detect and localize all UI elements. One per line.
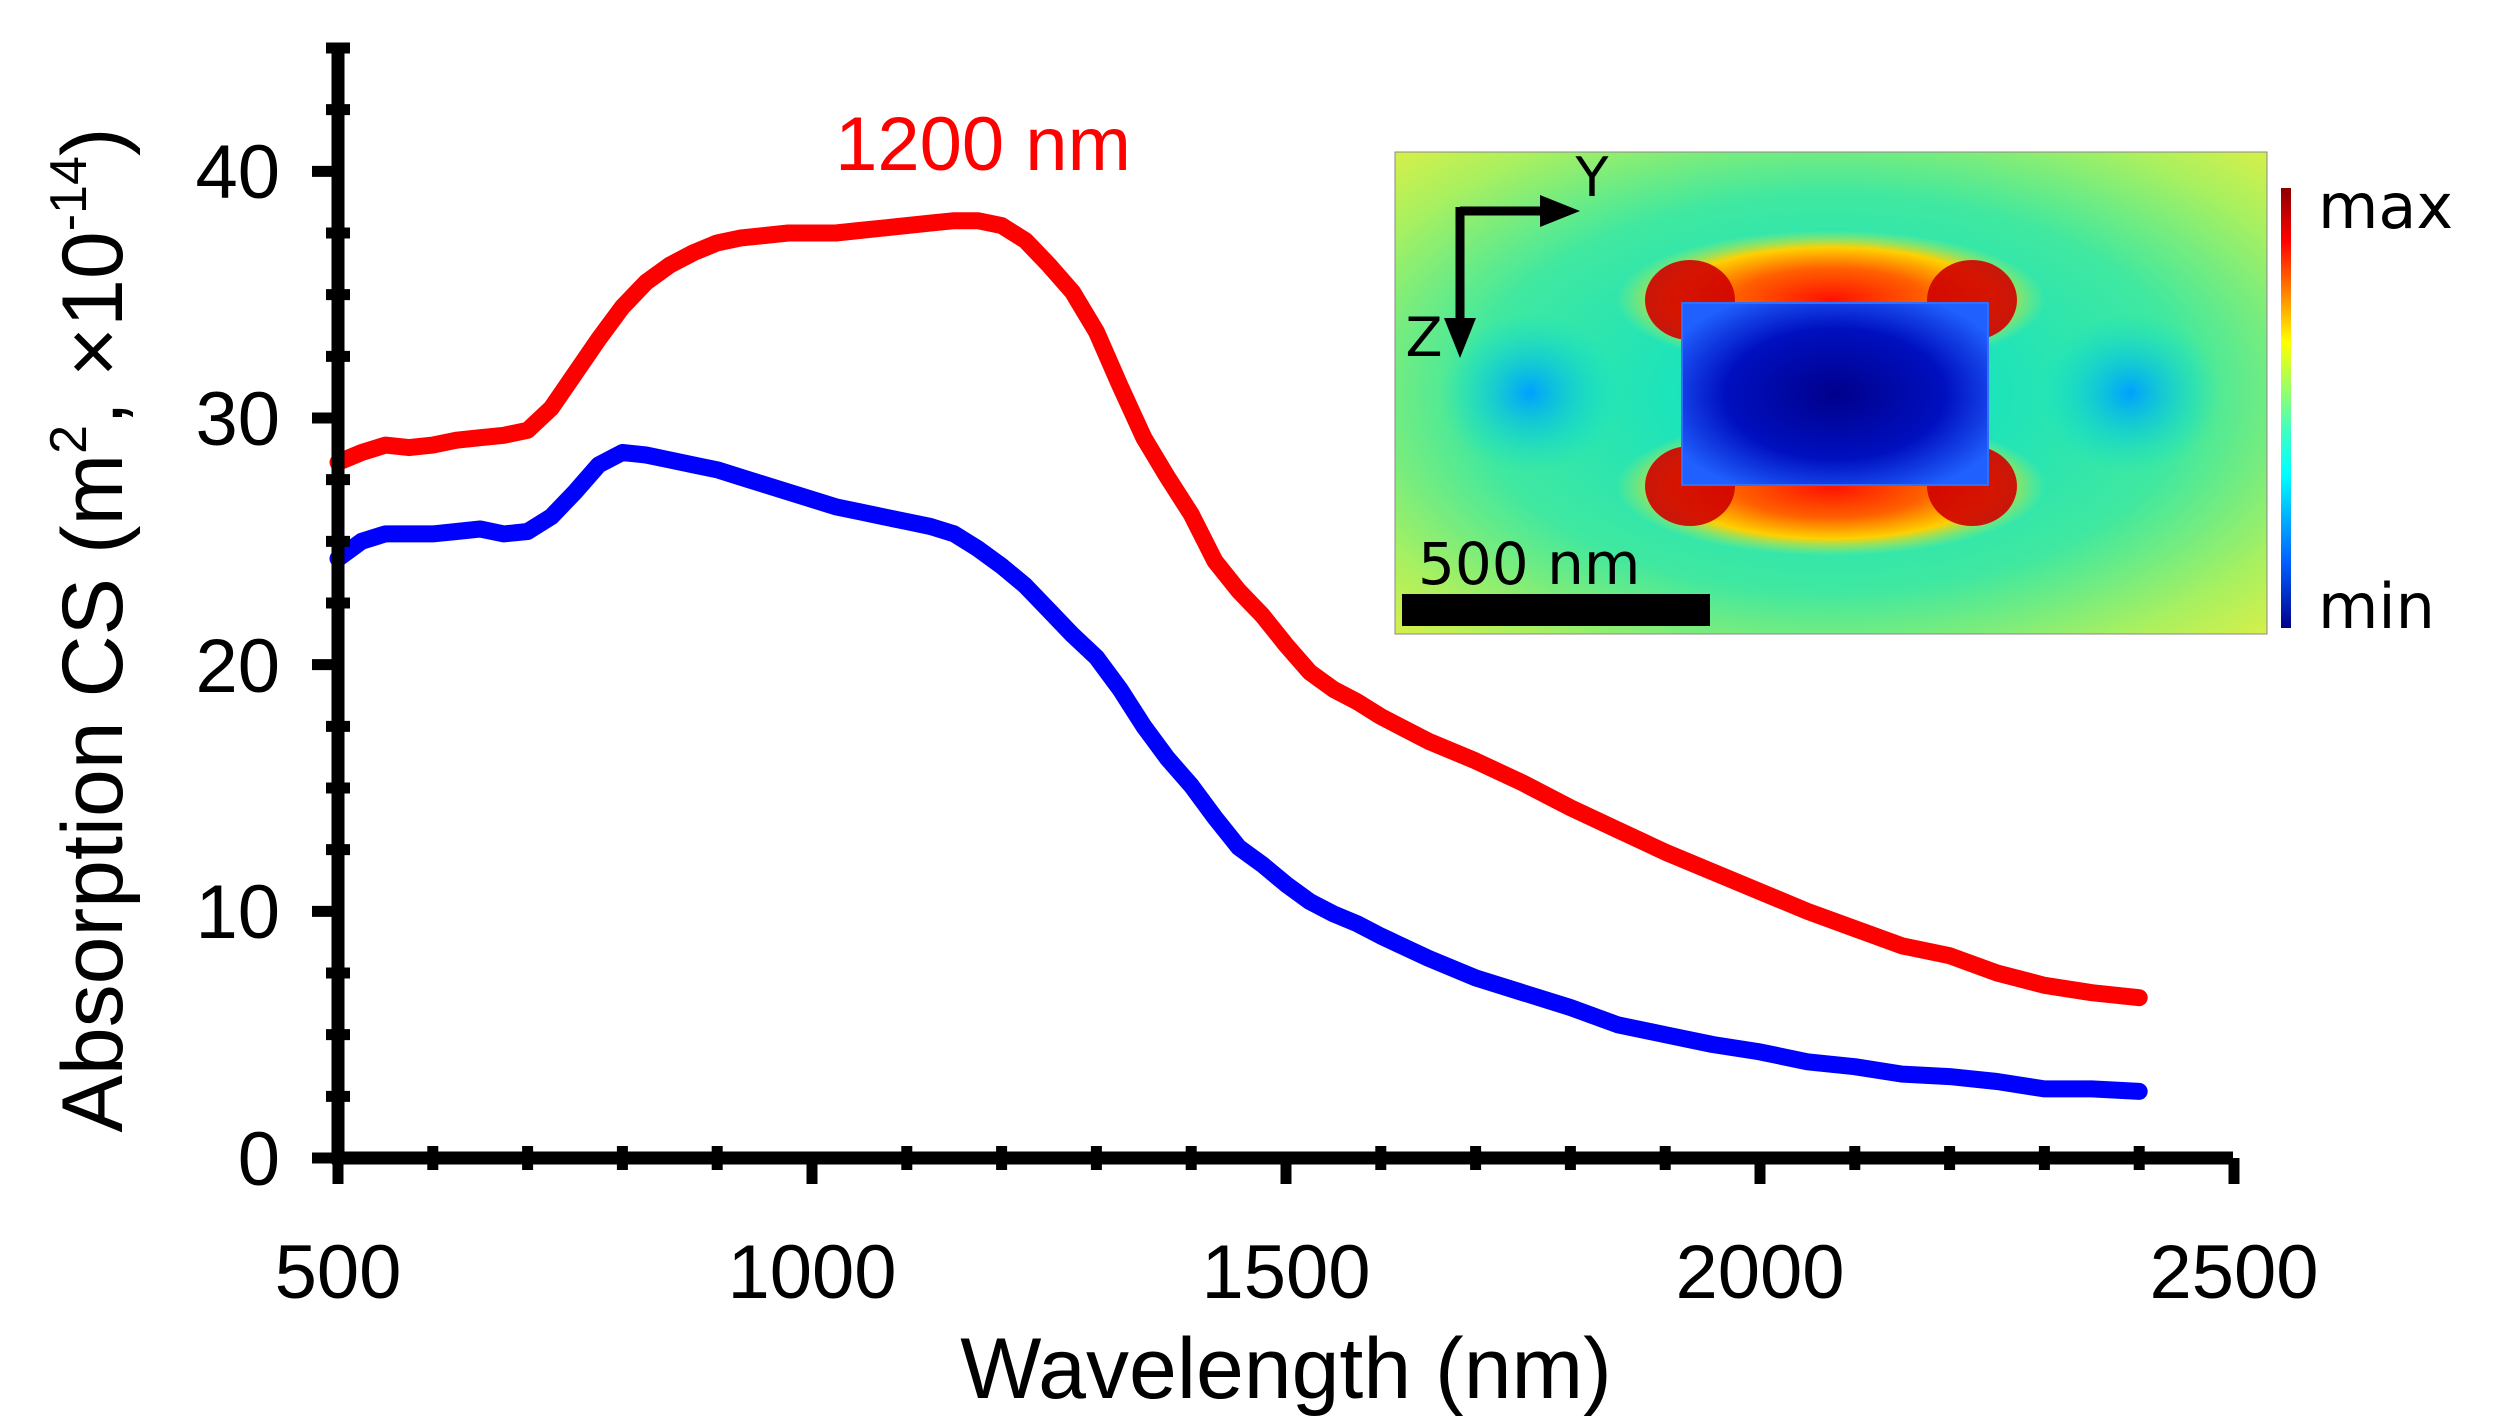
inset-y-arrowhead [1540, 195, 1580, 227]
inset-z-label: Z [1406, 306, 1443, 369]
x-tick-label: 2500 [2149, 1230, 2318, 1315]
colorbar-max-label: max [2318, 170, 2453, 243]
x-tick-label: 500 [275, 1230, 402, 1315]
scale-bar [1402, 594, 1710, 626]
series-line-0 [329, 212, 2148, 1007]
tick-layer [312, 42, 2240, 1184]
colorbar-min-label: min [2318, 570, 2435, 643]
y-tick-label: 30 [195, 377, 280, 462]
y-tick-label: 10 [195, 870, 280, 955]
series-line-1 [329, 444, 2148, 1100]
x-tick-label: 1500 [1201, 1230, 1370, 1315]
colorbar [2281, 188, 2291, 628]
x-tick-label: 1000 [727, 1230, 896, 1315]
inset-z-arrowhead [1444, 318, 1476, 358]
y-tick-label: 0 [238, 1117, 280, 1202]
series-layer [329, 212, 2148, 1100]
annotation-1200nm: 1200 nm [835, 102, 1131, 187]
inset-y-label: Y [1575, 146, 1610, 209]
y-tick-label: 40 [195, 130, 280, 215]
y-axis-title: Absorption CS (m2, ×10-14) [40, 127, 141, 1132]
x-axis-title: Wavelength (nm) [960, 1321, 1612, 1417]
scale-bar-label: 500 nm [1418, 530, 1640, 598]
inset-field-map: Y Z 500 nm max min [1394, 146, 2453, 643]
x-tick-label: 2000 [1675, 1230, 1844, 1315]
y-tick-label: 20 [195, 624, 280, 709]
